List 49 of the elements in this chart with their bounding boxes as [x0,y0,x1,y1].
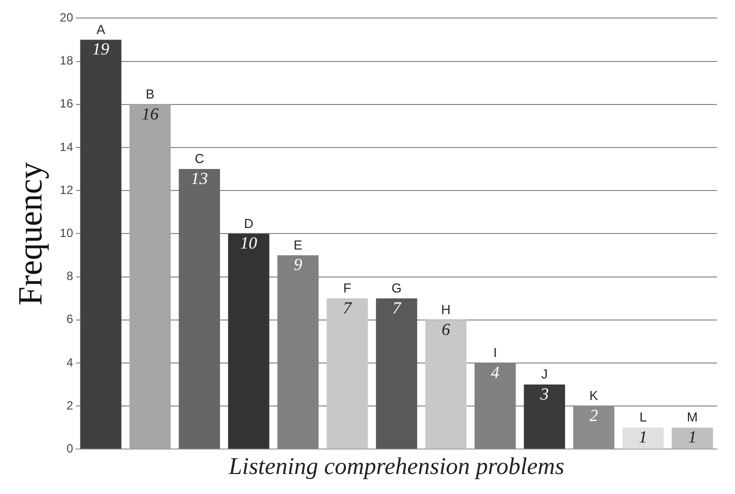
x-tick-label: D [244,216,254,231]
bar [129,104,171,449]
y-tick-label: 14 [60,140,74,154]
data-label: 3 [539,384,549,404]
data-label: 13 [190,169,208,188]
x-tick-label: B [146,86,154,102]
data-label: 16 [142,104,160,124]
x-axis-title: Listening comprehension problems [228,454,564,480]
data-label: 7 [343,298,354,318]
x-tick-label: I [493,345,497,360]
bar [376,298,418,449]
data-label: 19 [92,40,110,59]
x-tick-label: L [639,410,647,425]
x-tick-label: G [392,280,402,296]
bar [178,169,220,449]
y-tick-label: 6 [66,312,74,326]
bar [425,320,466,449]
x-tick-label: A [96,22,106,37]
data-label: 2 [590,406,599,426]
x-tick-label: J [541,366,548,382]
x-tick-label: C [194,151,204,166]
data-label: 10 [240,234,258,253]
data-label: 7 [392,298,402,318]
y-tick-label: 2 [66,398,74,412]
data-label: 1 [638,428,648,447]
data-label: 4 [490,362,500,382]
y-tick-label: 16 [60,96,74,111]
bar [326,298,368,449]
y-tick-label: 12 [60,182,74,197]
bar [672,428,713,449]
x-tick-label: H [441,302,451,317]
data-label: 9 [294,255,303,274]
y-tick-label: 20 [60,10,74,25]
x-tick-label: E [294,237,303,252]
bar [80,40,122,449]
y-tick-label: 8 [66,269,74,284]
y-axis-title: Frequency [12,162,50,306]
x-tick-label: F [343,280,352,296]
data-label: 6 [442,320,451,339]
y-tick-label: 18 [60,54,74,68]
y-tick-label: 10 [60,226,74,240]
bar [622,428,664,449]
bar [524,384,566,449]
x-tick-label: M [686,410,698,425]
data-label: 1 [688,428,697,447]
bar [228,234,270,449]
x-tick-label: K [589,388,598,404]
y-tick-label: 0 [66,442,74,456]
y-tick-label: 4 [66,355,74,370]
